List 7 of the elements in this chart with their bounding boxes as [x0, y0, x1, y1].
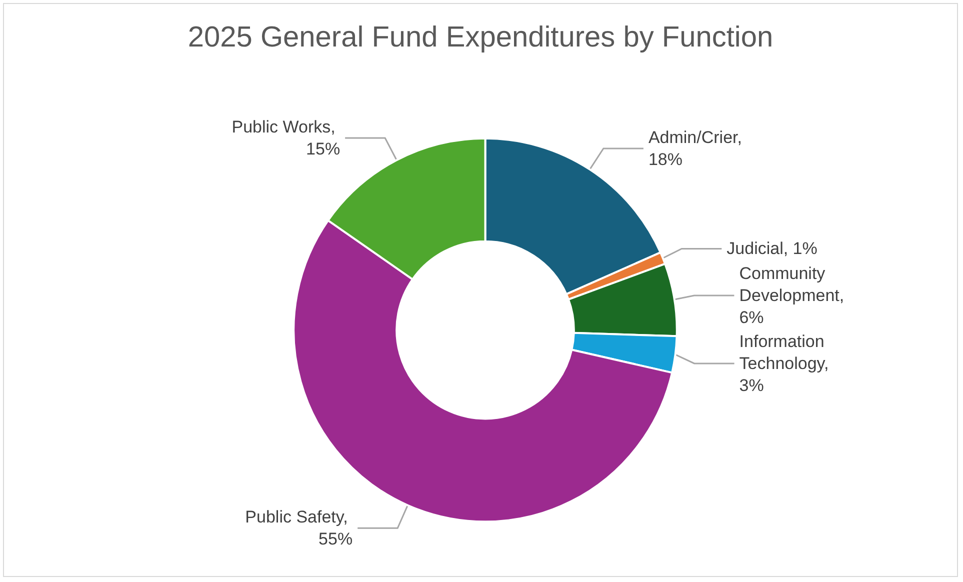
slice-label: Public Safety, 55%	[245, 508, 353, 549]
chart-title: 2025 General Fund Expenditures by Function	[188, 22, 774, 54]
slice-label: Admin/Crier, 18%	[648, 128, 747, 169]
slice-label: Community Development, 6%	[739, 264, 849, 327]
slice-label: Public Works, 15%	[232, 117, 340, 158]
slice-label: Information Technology, 3%	[739, 332, 834, 395]
slice-label: Judicial, 1%	[726, 239, 818, 258]
